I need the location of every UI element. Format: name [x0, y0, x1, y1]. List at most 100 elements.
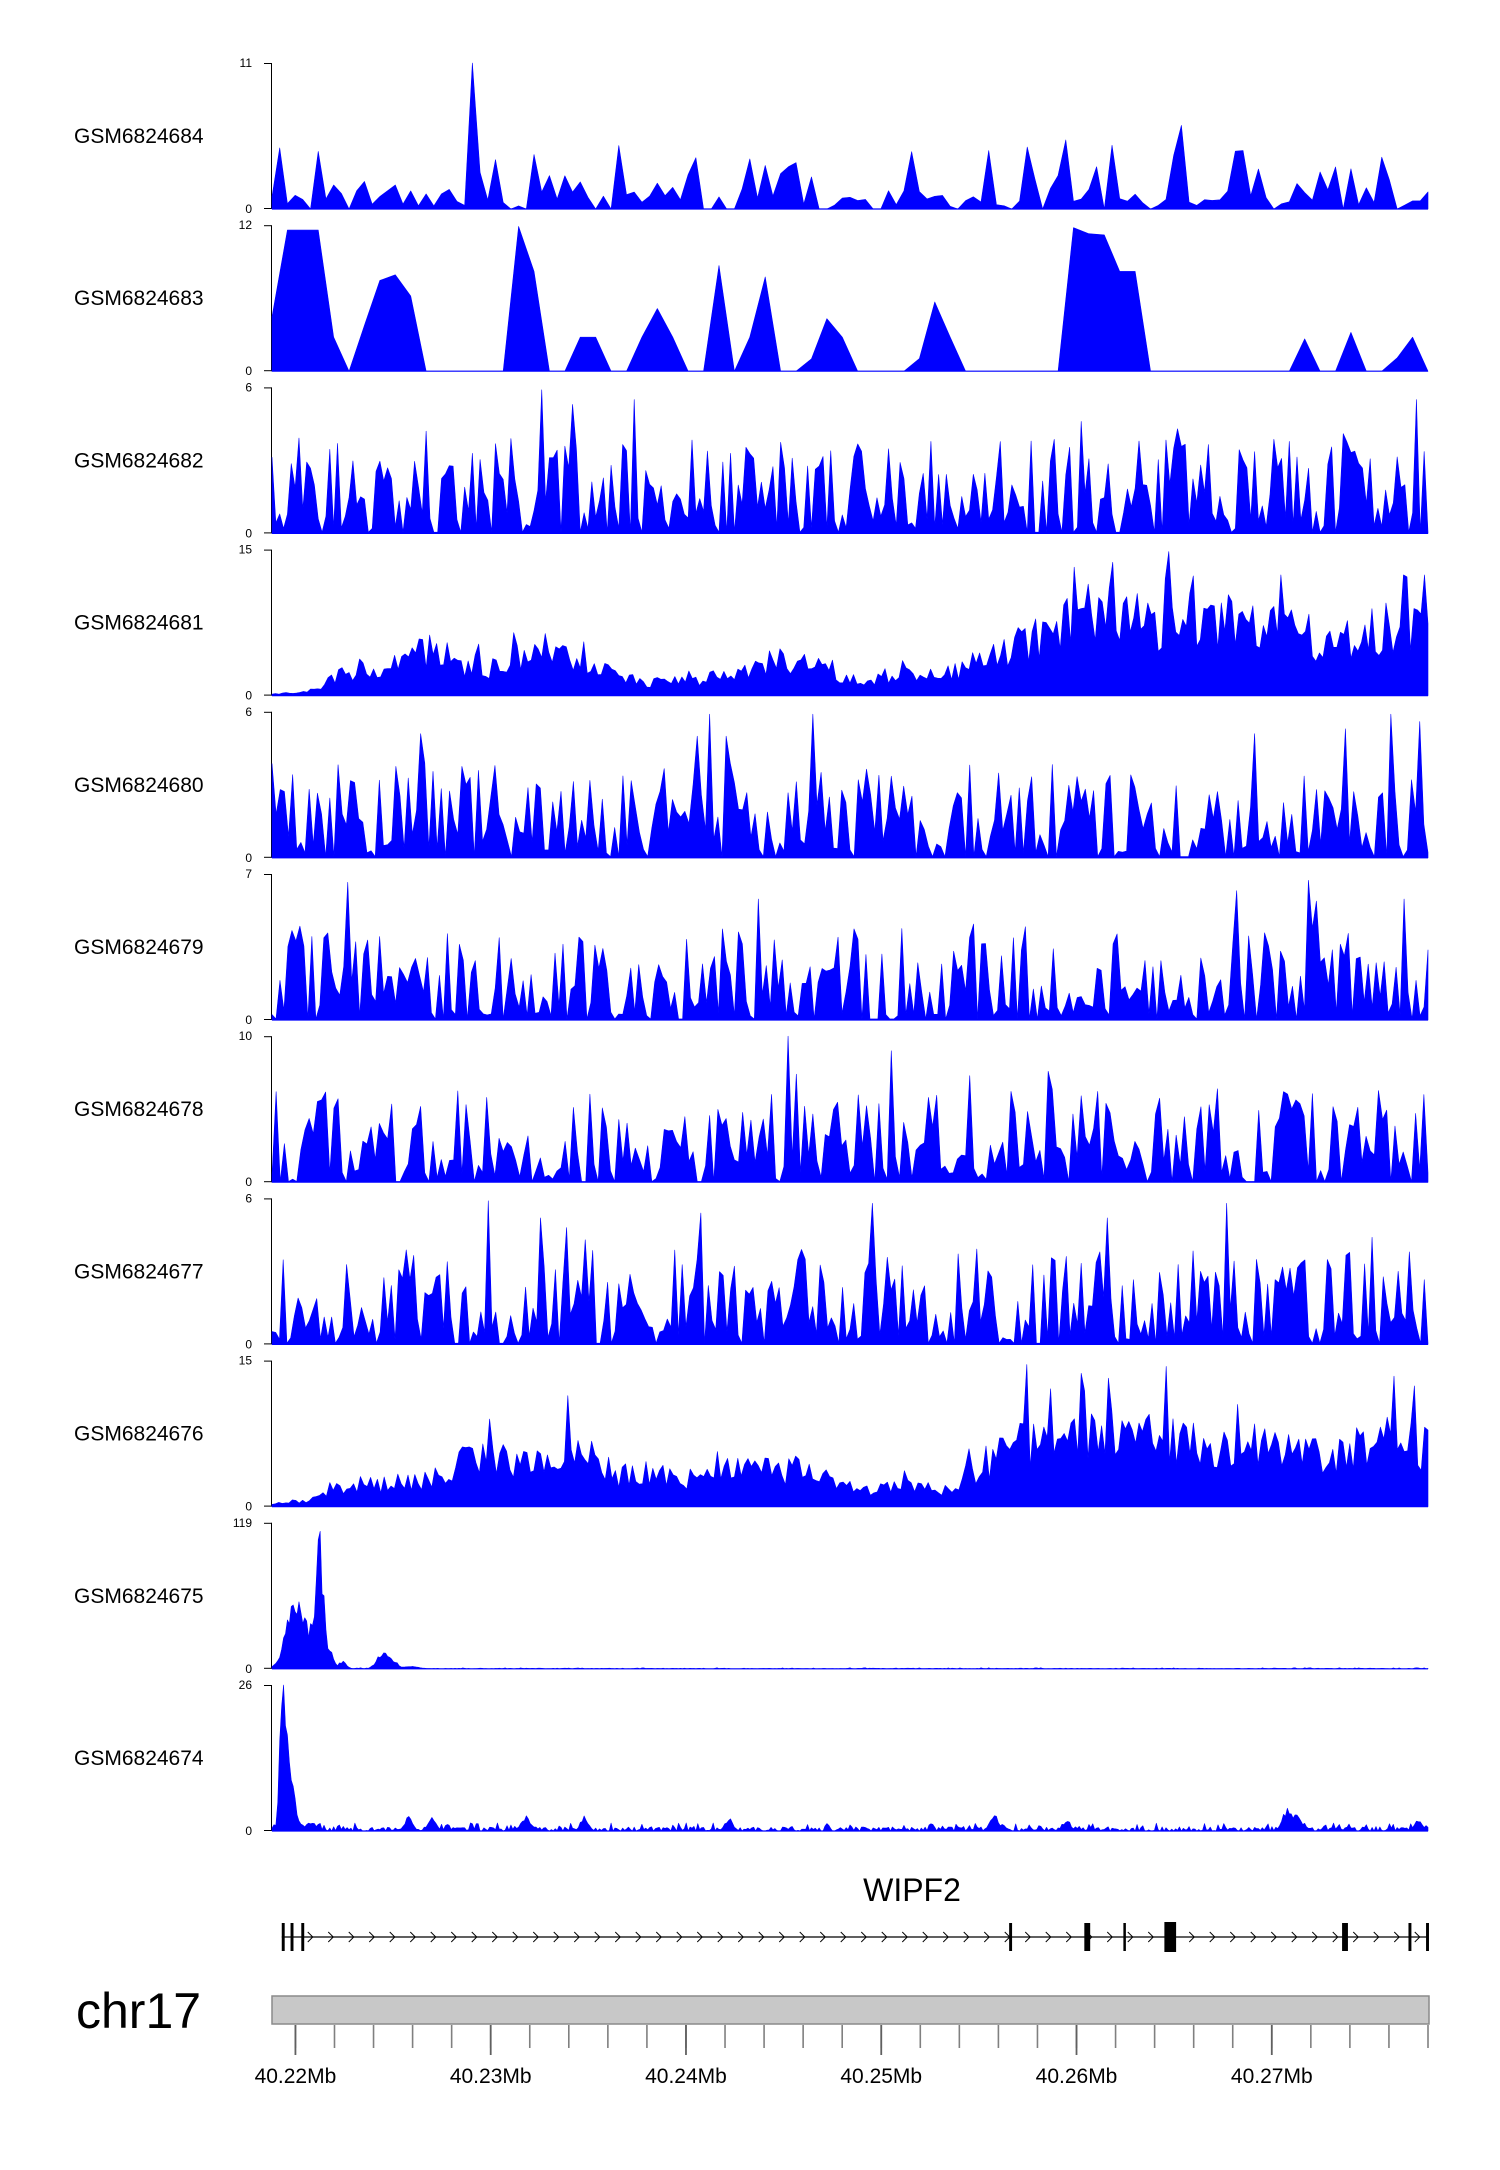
- strand-arrow: [389, 1931, 396, 1943]
- track-GSM6824676: GSM6824676 15 0: [74, 1354, 1429, 1514]
- strand-arrow: [1393, 1931, 1400, 1943]
- track-GSM6824674: GSM6824674 26 0: [74, 1678, 1429, 1838]
- strand-arrow: [676, 1931, 683, 1943]
- strand-arrow: [717, 1931, 724, 1943]
- strand-arrow: [1414, 1931, 1421, 1943]
- strand-arrow: [1209, 1931, 1216, 1943]
- strand-arrow: [819, 1931, 826, 1943]
- track-ymin-label: 0: [245, 1500, 252, 1514]
- track-ymax-label: 15: [239, 543, 253, 557]
- track-ymin-label: 0: [245, 1824, 252, 1838]
- strand-arrow: [532, 1931, 539, 1943]
- track-GSM6824681: GSM6824681 15 0: [74, 543, 1429, 703]
- track-ymax-label: 15: [239, 1354, 253, 1368]
- gene-exon: [1084, 1923, 1091, 1951]
- track-label: GSM6824681: [74, 612, 204, 635]
- strand-arrow: [983, 1931, 990, 1943]
- track-label: GSM6824677: [74, 1260, 204, 1283]
- track-ymax-label: 12: [239, 218, 253, 232]
- track-label: GSM6824684: [74, 125, 204, 148]
- strand-arrow: [799, 1931, 806, 1943]
- strand-arrow: [1332, 1931, 1339, 1943]
- strand-arrow: [1127, 1931, 1134, 1943]
- track-ymax-label: 119: [233, 1516, 252, 1530]
- signal-area: [271, 713, 1429, 859]
- gene-model: [281, 1922, 1429, 1952]
- strand-arrow: [1188, 1931, 1195, 1943]
- signal-area: [271, 389, 1429, 534]
- gene-exon: [1164, 1922, 1177, 1952]
- track-ymax-label: 6: [245, 1191, 252, 1205]
- track-ymin-label: 0: [245, 1662, 252, 1676]
- track-ymin-label: 0: [245, 689, 252, 703]
- track-GSM6824679: GSM6824679 7 0: [74, 867, 1429, 1027]
- strand-arrow: [1373, 1931, 1380, 1943]
- strand-arrow: [1024, 1931, 1031, 1943]
- strand-arrow: [553, 1931, 560, 1943]
- strand-arrow: [450, 1931, 457, 1943]
- strand-arrow: [1352, 1931, 1359, 1943]
- chromosome-bar: [271, 1995, 1430, 2025]
- track-ymax-label: 6: [245, 380, 252, 394]
- signal-area: [271, 62, 1429, 210]
- track-ymin-label: 0: [245, 1337, 252, 1351]
- strand-arrow: [860, 1931, 867, 1943]
- strand-arrow: [327, 1931, 334, 1943]
- strand-arrow: [491, 1931, 498, 1943]
- gene-exon: [1408, 1923, 1412, 1951]
- strand-arrow: [1045, 1931, 1052, 1943]
- data-tracks: GSM6824684110GSM6824683120GSM682468260GS…: [74, 56, 1429, 1838]
- track-ymin-label: 0: [245, 851, 252, 865]
- gene-exon: [290, 1923, 294, 1951]
- track-ymin-label: 0: [245, 202, 252, 216]
- track-ymax-label: 7: [245, 867, 252, 881]
- chromosome-label: chr17: [76, 1983, 201, 2039]
- track-label: GSM6824679: [74, 936, 204, 959]
- signal-area: [271, 1364, 1429, 1507]
- strand-arrow: [963, 1931, 970, 1943]
- track-ymin-label: 0: [245, 1175, 252, 1189]
- track-GSM6824677: GSM6824677 6 0: [74, 1191, 1429, 1351]
- strand-arrow: [1311, 1931, 1318, 1943]
- strand-arrow: [1270, 1931, 1277, 1943]
- strand-arrow: [737, 1931, 744, 1943]
- track-GSM6824684: GSM6824684 11 0: [74, 56, 1429, 216]
- gene-name: WIPF2: [863, 1872, 961, 1908]
- track-label: GSM6824678: [74, 1098, 204, 1121]
- track-label: GSM6824682: [74, 449, 204, 472]
- gene-exon: [1342, 1923, 1348, 1951]
- signal-area: [271, 879, 1429, 1021]
- track-GSM6824683: GSM6824683 12 0: [74, 218, 1429, 378]
- strand-arrow: [942, 1931, 949, 1943]
- track-label: GSM6824676: [74, 1423, 204, 1446]
- axis-ticks: 40.22Mb 40.23Mb 40.24Mb 40.25Mb 40.26Mb 40.27…: [255, 2025, 1429, 2088]
- track-ymax-label: 10: [239, 1029, 253, 1043]
- genome-axis: chr17 40.22Mb 40.23Mb 40.24Mb 40.25Mb 40.26M…: [76, 1983, 1430, 2088]
- track-label: GSM6824680: [74, 774, 204, 797]
- strand-arrow: [922, 1931, 929, 1943]
- strand-arrow: [307, 1931, 314, 1943]
- track-GSM6824680: GSM6824680 6 0: [74, 705, 1429, 865]
- strand-arrow: [1229, 1931, 1236, 1943]
- signal-area: [271, 1200, 1429, 1345]
- axis-tick-label: 40.24Mb: [645, 2065, 727, 2088]
- track-label: GSM6824683: [74, 287, 204, 310]
- axis-tick-label: 40.27Mb: [1231, 2065, 1313, 2088]
- strand-arrow: [1106, 1931, 1113, 1943]
- track-ymax-label: 11: [240, 56, 253, 70]
- strand-arrow: [1147, 1931, 1154, 1943]
- strand-arrow: [1065, 1931, 1072, 1943]
- strand-arrow: [778, 1931, 785, 1943]
- track-label: GSM6824674: [74, 1747, 204, 1770]
- signal-area: [271, 551, 1429, 696]
- gene-exon: [1009, 1923, 1013, 1951]
- axis-tick-label: 40.22Mb: [255, 2065, 337, 2088]
- track-ymax-label: 6: [245, 705, 252, 719]
- signal-area: [271, 1531, 1429, 1670]
- strand-arrow: [1250, 1931, 1257, 1943]
- axis-tick-label: 40.23Mb: [450, 2065, 532, 2088]
- strand-arrow: [840, 1931, 847, 1943]
- gene-exon: [281, 1923, 285, 1951]
- strand-arrow: [594, 1931, 601, 1943]
